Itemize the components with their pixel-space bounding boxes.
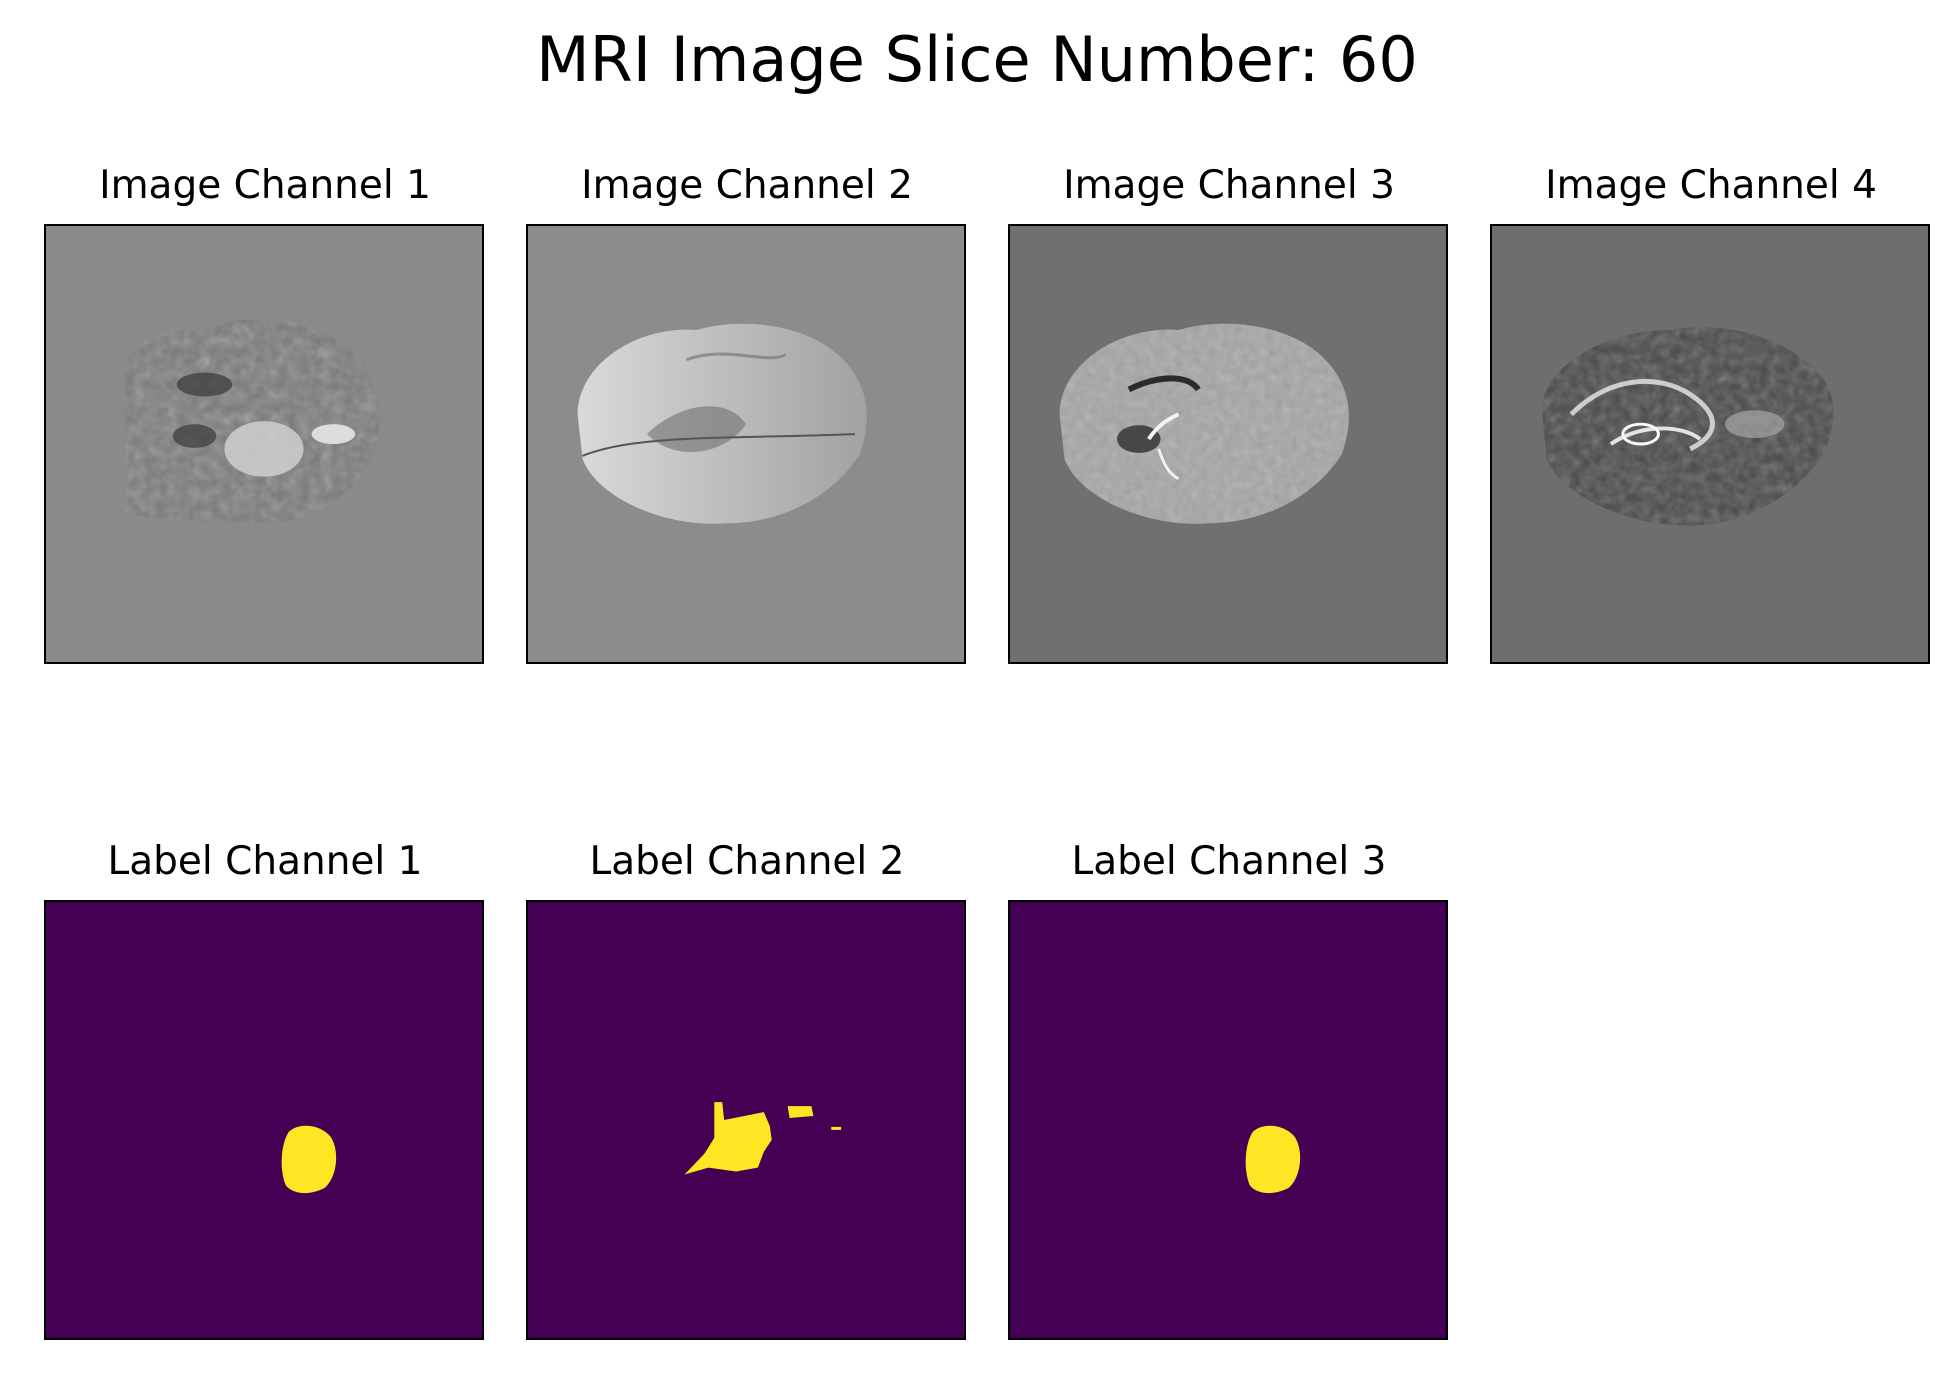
brain-mri-t1-icon <box>528 226 964 662</box>
label-panel-3: Label Channel 3 <box>1008 836 1450 1340</box>
brain-mri-flair-icon <box>46 226 482 662</box>
label-panel-2-title: Label Channel 2 <box>589 839 905 884</box>
image-panel-3-frame <box>1008 224 1448 664</box>
tumor-mask-2 <box>684 1102 772 1175</box>
brain-slice-1 <box>125 318 380 523</box>
label-1-background <box>46 902 482 1338</box>
brain-slice-3 <box>1059 323 1349 524</box>
tumor-mask-2c <box>831 1126 842 1130</box>
label-panel-1-frame <box>44 900 484 1340</box>
image-panel-1-frame <box>44 224 484 664</box>
image-panel-2-title: Image Channel 2 <box>581 163 913 208</box>
brain-mri-t1ce-icon <box>1010 226 1446 662</box>
label-panel-1: Label Channel 1 <box>44 836 486 1340</box>
label-panel-2: Label Channel 2 <box>526 836 968 1340</box>
figure-title: MRI Image Slice Number: 60 <box>536 23 1418 96</box>
brain-slice-4 <box>1541 327 1834 526</box>
label-panel-1-title: Label Channel 1 <box>107 839 423 884</box>
image-panel-4-frame <box>1490 224 1930 664</box>
image-panel-4-title: Image Channel 4 <box>1545 163 1877 208</box>
tumor-mask-2b <box>787 1106 814 1119</box>
tumor-mask-icon <box>528 902 964 1338</box>
label-panel-2-frame <box>526 900 966 1340</box>
label-panel-3-title: Label Channel 3 <box>1071 839 1387 884</box>
tumor-mask-icon <box>46 902 482 1338</box>
brain-mri-t2-icon <box>1492 226 1928 662</box>
label-panel-3-frame <box>1008 900 1448 1340</box>
image-panel-1: Image Channel 1 <box>44 160 486 664</box>
label-3-background <box>1010 902 1446 1338</box>
tumor-mask-3 <box>1245 1125 1301 1194</box>
brain-slice-2 <box>577 323 867 524</box>
image-panel-3-title: Image Channel 3 <box>1063 163 1395 208</box>
image-panel-4: Image Channel 4 <box>1490 160 1932 664</box>
image-panel-2-frame <box>526 224 966 664</box>
image-panel-3: Image Channel 3 <box>1008 160 1450 664</box>
image-panel-1-title: Image Channel 1 <box>99 163 431 208</box>
image-panel-2: Image Channel 2 <box>526 160 968 664</box>
tumor-mask-1 <box>281 1125 337 1194</box>
tumor-mask-icon <box>1010 902 1446 1338</box>
